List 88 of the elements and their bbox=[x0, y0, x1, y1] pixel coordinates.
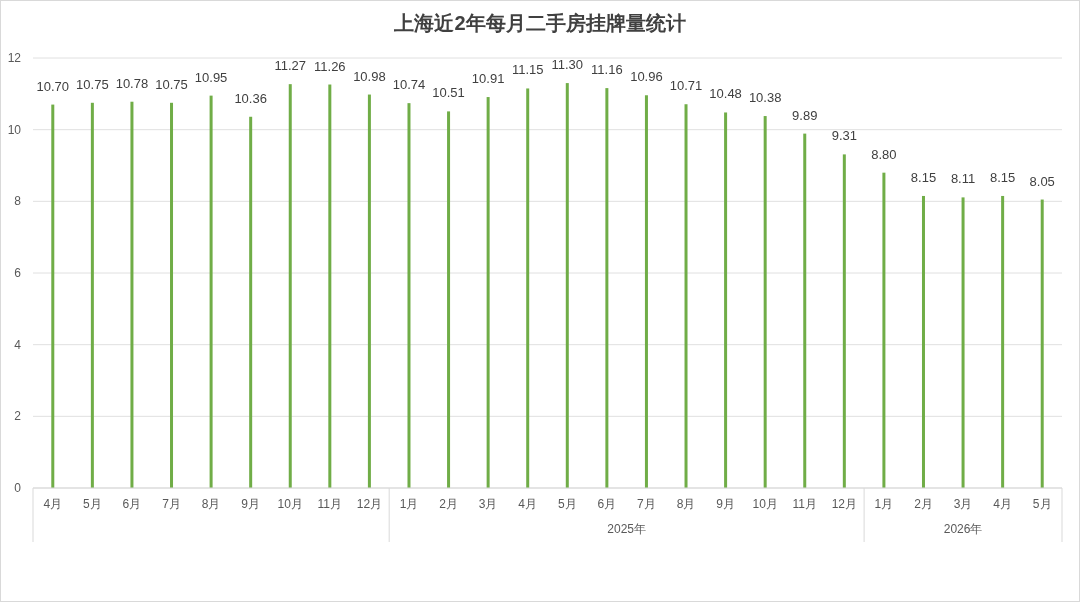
bar bbox=[486, 97, 490, 488]
x-tick-label: 11月 bbox=[317, 497, 343, 511]
x-tick-label: 8月 bbox=[676, 497, 696, 511]
x-tick-label: 10月 bbox=[752, 497, 778, 511]
data-label: 8.11 bbox=[950, 171, 976, 187]
bar bbox=[724, 112, 728, 488]
bar bbox=[684, 104, 688, 488]
x-tick-label: 5月 bbox=[83, 497, 102, 511]
data-label: 10.51 bbox=[432, 85, 465, 101]
bar bbox=[90, 102, 94, 488]
data-label: 11.27 bbox=[274, 58, 307, 74]
x-tick-label: 1月 bbox=[874, 497, 894, 511]
x-tick-label: 9月 bbox=[241, 497, 261, 511]
x-tick-label: 4月 bbox=[518, 497, 538, 511]
data-label: 10.75 bbox=[155, 76, 188, 92]
data-label: 10.48 bbox=[709, 86, 742, 102]
x-tick-label: 12月 bbox=[356, 497, 383, 511]
text: 2026年 bbox=[943, 522, 983, 536]
y-tick-label: 10 bbox=[7, 122, 22, 137]
bar bbox=[447, 111, 451, 488]
x-tick-label: 1月 bbox=[399, 497, 419, 511]
bar bbox=[130, 101, 134, 488]
x-tick-label: 5月 bbox=[1032, 497, 1052, 511]
y-tick-label: 8 bbox=[14, 194, 22, 209]
data-label: 10.70 bbox=[36, 78, 70, 94]
x-tick-label: 5月 bbox=[557, 497, 577, 511]
bar bbox=[526, 88, 530, 488]
bar bbox=[1040, 199, 1044, 488]
data-label: 10.98 bbox=[353, 68, 386, 84]
bar bbox=[842, 154, 846, 488]
data-label: 11.26 bbox=[314, 58, 346, 74]
bar bbox=[209, 95, 213, 488]
data-label: 10.75 bbox=[76, 76, 109, 92]
y-tick-label: 4 bbox=[14, 337, 22, 352]
data-label: 9.31 bbox=[831, 128, 857, 144]
bar bbox=[882, 172, 886, 488]
data-label: 8.15 bbox=[989, 169, 1016, 185]
bar bbox=[1001, 195, 1005, 488]
x-tick-label: 2月 bbox=[439, 497, 458, 511]
bar bbox=[644, 95, 648, 488]
bar bbox=[763, 116, 767, 488]
x-tick-label: 7月 bbox=[637, 497, 656, 511]
data-label: 10.78 bbox=[115, 75, 149, 91]
bar bbox=[605, 88, 609, 488]
bar bbox=[170, 102, 174, 488]
bar bbox=[249, 116, 253, 488]
x-tick-label: 8月 bbox=[201, 497, 221, 511]
x-tick-label: 11月 bbox=[792, 497, 817, 511]
y-tick-label: 6 bbox=[14, 266, 22, 280]
x-tick-label: 7月 bbox=[162, 497, 181, 511]
data-label: 11.15 bbox=[511, 62, 544, 78]
y-tick-label: 12 bbox=[7, 51, 22, 65]
x-tick-label: 4月 bbox=[993, 497, 1012, 511]
x-tick-label: 10月 bbox=[277, 497, 303, 511]
y-tick-label: 2 bbox=[14, 409, 22, 424]
x-tick-label: 3月 bbox=[953, 497, 973, 511]
bar bbox=[921, 195, 925, 488]
x-tick-label: 4月 bbox=[43, 497, 63, 511]
bar bbox=[288, 84, 292, 488]
data-label: 10.36 bbox=[234, 90, 267, 106]
x-tick-label: 6月 bbox=[597, 497, 617, 511]
data-label: 11.16 bbox=[591, 62, 623, 78]
text: 2025年 bbox=[607, 522, 647, 536]
data-label: 9.89 bbox=[792, 107, 818, 123]
bar bbox=[367, 94, 371, 488]
data-label: 8.05 bbox=[1029, 173, 1055, 189]
data-label: 10.38 bbox=[748, 90, 782, 106]
data-label: 8.15 bbox=[910, 169, 937, 185]
data-label: 10.91 bbox=[471, 71, 505, 87]
data-label: 10.71 bbox=[669, 78, 703, 94]
x-tick-label: 6月 bbox=[122, 497, 142, 511]
bar bbox=[565, 83, 569, 488]
chart-title: 上海近2年每月二手房挂牌量统计 bbox=[393, 12, 686, 34]
x-tick-label: 3月 bbox=[478, 497, 498, 511]
data-label: 10.96 bbox=[630, 69, 663, 85]
bar bbox=[407, 103, 411, 488]
y-tick-label: 0 bbox=[14, 481, 22, 495]
bar bbox=[328, 84, 332, 488]
bar bbox=[51, 104, 55, 488]
x-tick-label: 12月 bbox=[831, 497, 858, 511]
x-tick-label: 9月 bbox=[716, 497, 735, 511]
data-label: 8.80 bbox=[871, 146, 897, 162]
data-label: 10.95 bbox=[194, 69, 228, 85]
bar bbox=[961, 197, 965, 488]
x-tick-label: 2月 bbox=[914, 497, 933, 511]
data-label: 11.30 bbox=[551, 57, 584, 73]
bar bbox=[803, 133, 807, 488]
data-label: 10.74 bbox=[392, 77, 426, 93]
